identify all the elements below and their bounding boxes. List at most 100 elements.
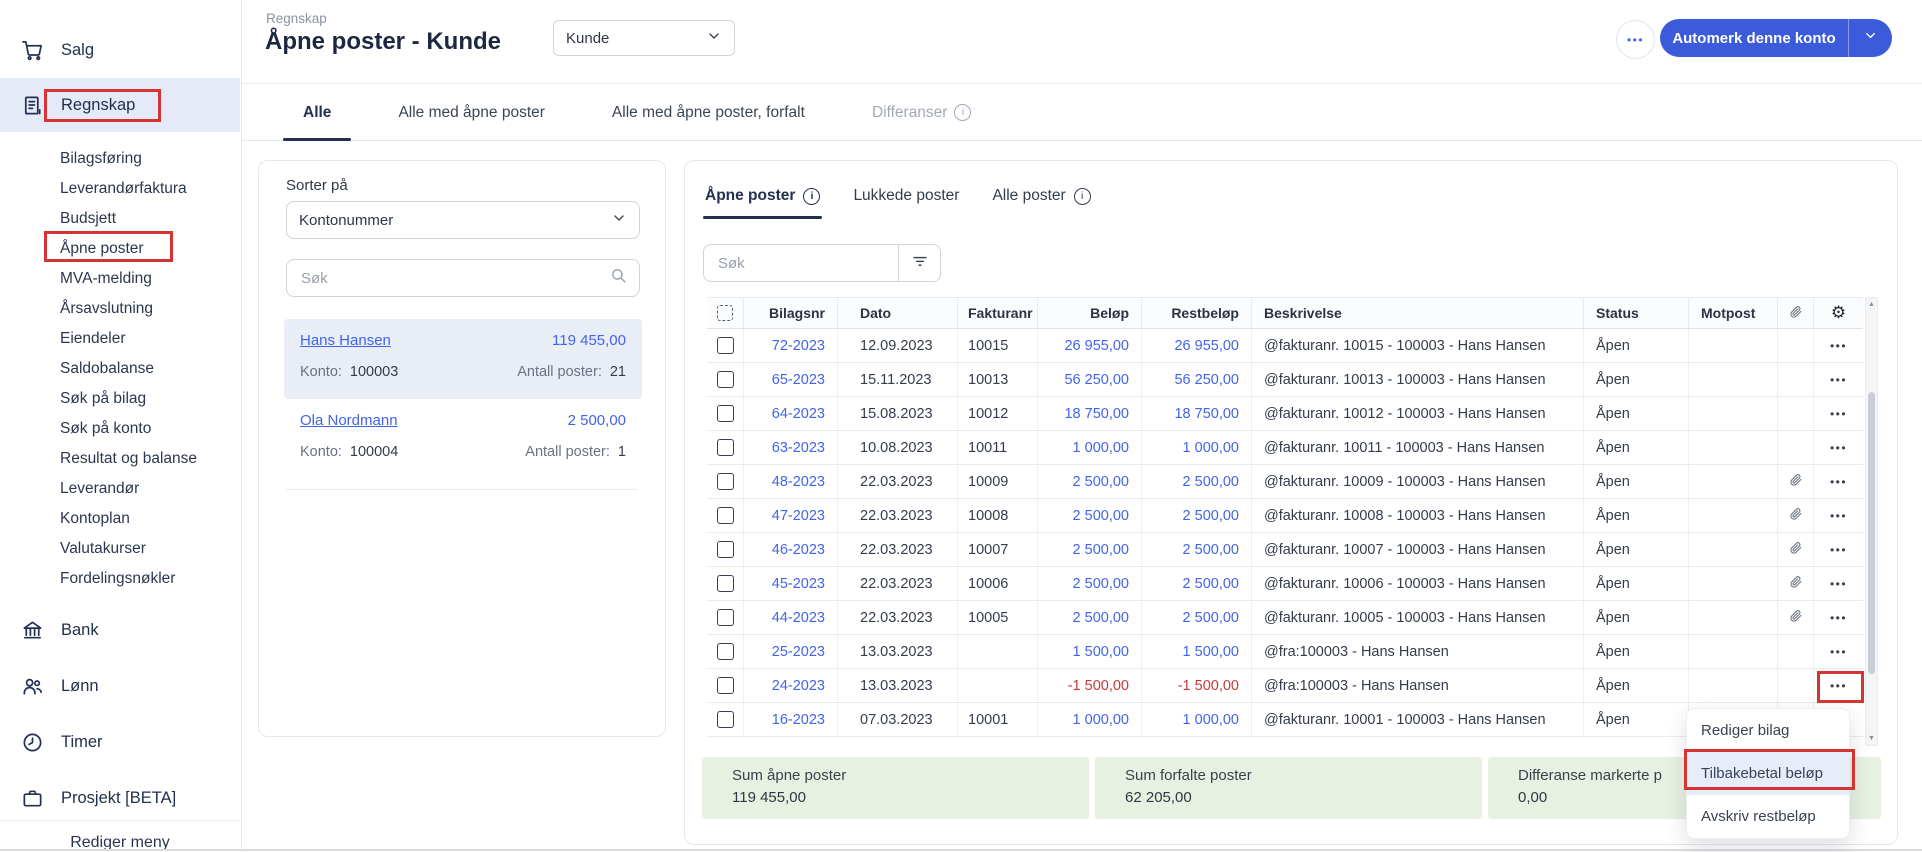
belop-link[interactable]: 1 000,00	[1073, 440, 1129, 456]
row-checkbox[interactable]	[717, 371, 734, 388]
restbelop-link[interactable]: 1 500,00	[1183, 644, 1239, 660]
row-actions-button[interactable]: •••	[1830, 476, 1847, 488]
edit-menu-link[interactable]: Rediger meny	[0, 820, 240, 852]
automerk-split-button[interactable]: Automerk denne konto	[1660, 19, 1892, 57]
menu-item-rediger-bilag[interactable]: Rediger bilag	[1687, 709, 1849, 752]
restbelop-link[interactable]: 2 500,00	[1183, 542, 1239, 558]
automerk-button[interactable]: Automerk denne konto	[1660, 19, 1848, 57]
sidebar-item-lønn[interactable]: Lønn	[0, 658, 240, 714]
belop-link[interactable]: -1 500,00	[1068, 678, 1129, 694]
row-actions-button[interactable]: •••	[1830, 408, 1847, 420]
customer-name-link[interactable]: Ola Nordmann	[300, 412, 398, 429]
bilagsnr-link[interactable]: 48-2023	[772, 474, 825, 490]
restbelop-link[interactable]: 26 955,00	[1174, 338, 1239, 354]
customer-search-input[interactable]	[299, 269, 602, 288]
postings-search-input[interactable]	[716, 254, 886, 273]
sidebar-item-resultat-og-balanse[interactable]: Resultat og balanse	[0, 444, 240, 474]
row-actions-button[interactable]: •••	[1830, 680, 1847, 692]
restbelop-link[interactable]: 56 250,00	[1174, 372, 1239, 388]
entity-select[interactable]: Kunde	[553, 20, 735, 56]
customer-item[interactable]: Ola Nordmann 2 500,00 Konto:100004 Antal…	[284, 399, 642, 479]
row-checkbox[interactable]	[717, 609, 734, 626]
sidebar-item-valutakurser[interactable]: Valutakurser	[0, 534, 240, 564]
row-checkbox[interactable]	[717, 677, 734, 694]
sort-select[interactable]: Kontonummer	[286, 201, 640, 239]
row-actions-button[interactable]: •••	[1830, 578, 1847, 590]
belop-link[interactable]: 2 500,00	[1073, 474, 1129, 490]
bilagsnr-link[interactable]: 45-2023	[772, 576, 825, 592]
bilagsnr-link[interactable]: 72-2023	[772, 338, 825, 354]
scroll-down-icon[interactable]: ▼	[1866, 735, 1877, 742]
belop-link[interactable]: 2 500,00	[1073, 508, 1129, 524]
row-actions-button[interactable]: •••	[1830, 544, 1847, 556]
restbelop-link[interactable]: 2 500,00	[1183, 508, 1239, 524]
tab-alle-med-åpne-poster-forfalt[interactable]: Alle med åpne poster, forfalt	[592, 85, 825, 140]
sidebar-item-leverandør[interactable]: Leverandør	[0, 474, 240, 504]
belop-link[interactable]: 2 500,00	[1073, 542, 1129, 558]
sidebar-item-leverandørfaktura[interactable]: Leverandørfaktura	[0, 174, 240, 204]
select-all-icon[interactable]	[717, 305, 733, 321]
bilagsnr-link[interactable]: 65-2023	[772, 372, 825, 388]
sidebar-item-saldobalanse[interactable]: Saldobalanse	[0, 354, 240, 384]
sidebar-item-søk-på-bilag[interactable]: Søk på bilag	[0, 384, 240, 414]
sidebar-item-fordelingsnøkler[interactable]: Fordelingsnøkler	[0, 564, 240, 594]
col-select[interactable]	[707, 298, 743, 328]
restbelop-link[interactable]: 1 000,00	[1183, 712, 1239, 728]
menu-item-tilbakebetal-beløp[interactable]: Tilbakebetal beløp	[1687, 752, 1849, 795]
row-actions-button[interactable]: •••	[1830, 374, 1847, 386]
row-checkbox[interactable]	[717, 337, 734, 354]
row-checkbox[interactable]	[717, 405, 734, 422]
restbelop-link[interactable]: -1 500,00	[1178, 678, 1239, 694]
row-actions-button[interactable]: •••	[1830, 646, 1847, 658]
row-checkbox[interactable]	[717, 643, 734, 660]
row-checkbox[interactable]	[717, 575, 734, 592]
sidebar-item-eiendeler[interactable]: Eiendeler	[0, 324, 240, 354]
bilagsnr-link[interactable]: 47-2023	[772, 508, 825, 524]
belop-link[interactable]: 1 000,00	[1073, 712, 1129, 728]
tab-åpne-poster[interactable]: Åpne posteri	[703, 173, 822, 219]
sidebar-item-prosjekt-beta[interactable]: Prosjekt [BETA]	[0, 770, 240, 826]
belop-link[interactable]: 56 250,00	[1064, 372, 1129, 388]
row-actions-button[interactable]: •••	[1830, 442, 1847, 454]
gear-icon[interactable]: ⚙	[1831, 303, 1846, 323]
sidebar-item-søk-på-konto[interactable]: Søk på konto	[0, 414, 240, 444]
sidebar-item-årsavslutning[interactable]: Årsavslutning	[0, 294, 240, 324]
bilagsnr-link[interactable]: 16-2023	[772, 712, 825, 728]
sidebar-item-kontoplan[interactable]: Kontoplan	[0, 504, 240, 534]
tab-alle-med-åpne-poster[interactable]: Alle med åpne poster	[378, 85, 564, 140]
row-actions-button[interactable]: •••	[1830, 340, 1847, 352]
belop-link[interactable]: 1 500,00	[1073, 644, 1129, 660]
row-checkbox[interactable]	[717, 541, 734, 558]
restbelop-link[interactable]: 18 750,00	[1174, 406, 1239, 422]
table-scrollbar[interactable]: ▲ ▼	[1865, 297, 1878, 746]
sidebar-item-bilagsføring[interactable]: Bilagsføring	[0, 144, 240, 174]
bilagsnr-link[interactable]: 46-2023	[772, 542, 825, 558]
tab-lukkede-poster[interactable]: Lukkede poster	[851, 173, 961, 219]
sidebar-item-salg[interactable]: Salg	[0, 22, 240, 78]
row-checkbox[interactable]	[717, 507, 734, 524]
restbelop-link[interactable]: 1 000,00	[1183, 440, 1239, 456]
filter-button[interactable]	[898, 244, 941, 282]
bilagsnr-link[interactable]: 24-2023	[772, 678, 825, 694]
row-checkbox[interactable]	[717, 711, 734, 728]
row-actions-button[interactable]: •••	[1830, 510, 1847, 522]
bilagsnr-link[interactable]: 63-2023	[772, 440, 825, 456]
bilagsnr-link[interactable]: 64-2023	[772, 406, 825, 422]
sidebar-item-budsjett[interactable]: Budsjett	[0, 204, 240, 234]
belop-link[interactable]: 2 500,00	[1073, 576, 1129, 592]
sidebar-item-timer[interactable]: Timer	[0, 714, 240, 770]
sidebar-item-regnskap[interactable]: Regnskap	[0, 78, 240, 132]
belop-link[interactable]: 26 955,00	[1064, 338, 1129, 354]
more-actions-button[interactable]: •••	[1616, 20, 1655, 59]
sidebar-item-åpne-poster[interactable]: Åpne poster	[0, 234, 240, 264]
tab-differanser[interactable]: Differanseri	[852, 85, 992, 140]
sidebar-item-bank[interactable]: Bank	[0, 602, 240, 658]
belop-link[interactable]: 18 750,00	[1064, 406, 1129, 422]
customer-name-link[interactable]: Hans Hansen	[300, 332, 391, 349]
row-checkbox[interactable]	[717, 473, 734, 490]
restbelop-link[interactable]: 2 500,00	[1183, 474, 1239, 490]
customer-item[interactable]: Hans Hansen 119 455,00 Konto:100003 Anta…	[284, 319, 642, 399]
automerk-dropdown-toggle[interactable]	[1848, 19, 1892, 57]
sidebar-item-mva-melding[interactable]: MVA-melding	[0, 264, 240, 294]
restbelop-link[interactable]: 2 500,00	[1183, 610, 1239, 626]
